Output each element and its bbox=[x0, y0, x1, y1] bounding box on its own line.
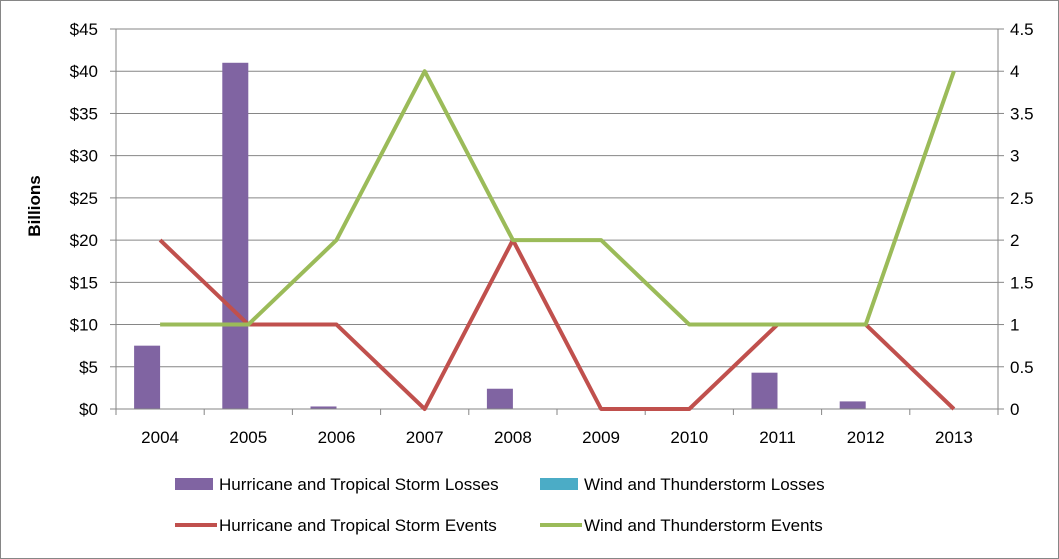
y2-tick-label: 1.5 bbox=[1010, 273, 1034, 292]
y-tick-label: $30 bbox=[70, 147, 98, 166]
legend-swatch bbox=[175, 478, 213, 490]
bar bbox=[486, 388, 513, 409]
x-tick-label: 2010 bbox=[670, 428, 708, 447]
line-series bbox=[158, 69, 956, 411]
x-tick-label: 2012 bbox=[847, 428, 885, 447]
y-tick-label: $5 bbox=[79, 358, 98, 377]
legend: Hurricane and Tropical Storm Losses Wind … bbox=[175, 475, 825, 535]
x-tick-label: 2013 bbox=[935, 428, 973, 447]
y-axis-title: Billions bbox=[25, 175, 44, 236]
y-tick-label: $35 bbox=[70, 104, 98, 123]
bar-series bbox=[134, 62, 866, 410]
y-tick-label: $45 bbox=[70, 20, 98, 39]
x-tick-label: 2004 bbox=[141, 428, 179, 447]
bar bbox=[310, 406, 337, 409]
bar bbox=[134, 345, 161, 409]
y-tick-label: $15 bbox=[70, 273, 98, 292]
y2-tick-label: 0.5 bbox=[1010, 358, 1034, 377]
y2-tick-label: 0 bbox=[1010, 400, 1019, 419]
legend-swatch bbox=[540, 478, 578, 490]
y-tick-label: $20 bbox=[70, 231, 98, 250]
x-tick-label: 2009 bbox=[582, 428, 620, 447]
x-tick-label: 2008 bbox=[494, 428, 532, 447]
y-tick-label: $0 bbox=[79, 400, 98, 419]
y2-tick-label: 2 bbox=[1010, 231, 1019, 250]
legend-label: Hurricane and Tropical Storm Events bbox=[219, 516, 497, 535]
y-tick-label: $40 bbox=[70, 62, 98, 81]
bar bbox=[751, 372, 778, 409]
y2-tick-label: 2.5 bbox=[1010, 189, 1034, 208]
y2-tick-label: 4.5 bbox=[1010, 20, 1034, 39]
x-tick-label: 2007 bbox=[406, 428, 444, 447]
bar bbox=[222, 62, 249, 410]
legend-label: Wind and Thunderstorm Losses bbox=[584, 475, 825, 494]
bar bbox=[839, 401, 866, 409]
axes bbox=[110, 28, 1004, 415]
x-tick-label: 2011 bbox=[759, 428, 796, 447]
y-tick-label: $25 bbox=[70, 189, 98, 208]
x-tick-label: 2005 bbox=[229, 428, 267, 447]
series-line bbox=[160, 69, 956, 327]
x-tick-label: 2006 bbox=[318, 428, 356, 447]
legend-label: Wind and Thunderstorm Events bbox=[584, 516, 823, 535]
y2-tick-label: 4 bbox=[1010, 62, 1019, 81]
y2-tick-label: 3.5 bbox=[1010, 104, 1034, 123]
y2-tick-label: 3 bbox=[1010, 147, 1019, 166]
y-tick-label: $10 bbox=[70, 316, 98, 335]
tick-labels: $0 0 $5 0.5 $10 1 $15 1.5 $20 2 $25 2.5 $30 3 $35 3.5 $4… bbox=[70, 20, 1034, 447]
legend-label: Hurricane and Tropical Storm Losses bbox=[219, 475, 499, 494]
y2-tick-label: 1 bbox=[1010, 316, 1019, 335]
